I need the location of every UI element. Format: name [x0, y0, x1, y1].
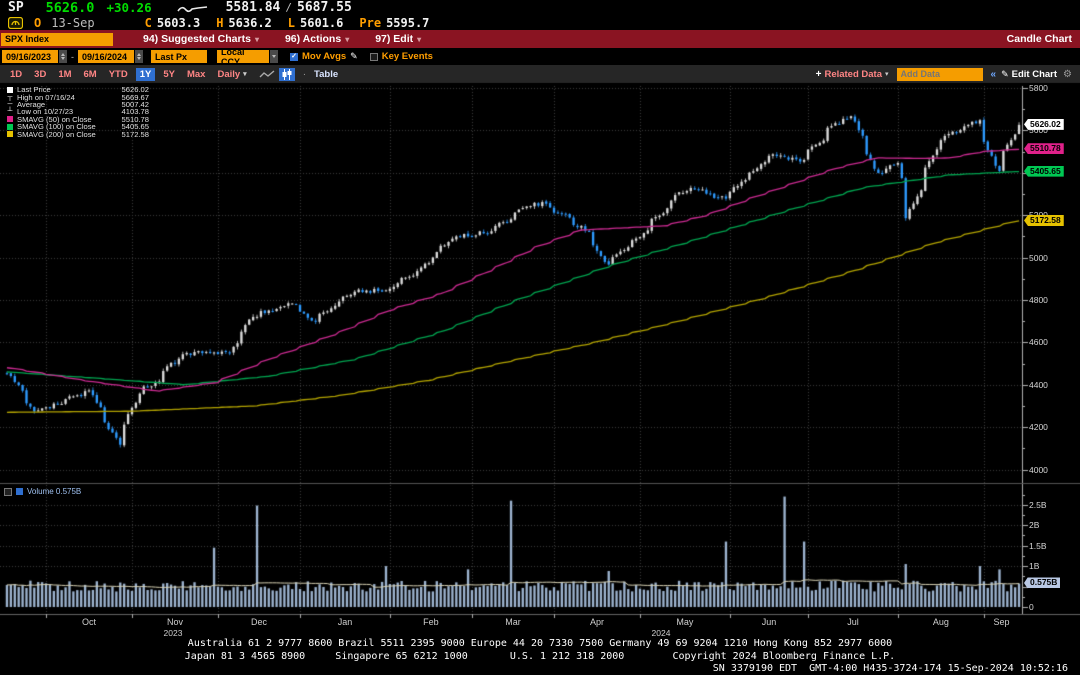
- price-tag: 5510.78: [1024, 143, 1064, 155]
- legend-low-marker-icon: ┴: [7, 108, 13, 116]
- legend-value: 4103.78: [121, 107, 149, 117]
- year-label-2023: 2023: [163, 628, 183, 638]
- month-label-aug: Aug: [932, 617, 949, 627]
- price-tag: 5172.58: [1024, 214, 1064, 226]
- price-axis-tick: 4200: [1029, 422, 1048, 433]
- month-label-mar: Mar: [505, 617, 521, 627]
- legend-label: High on 07/16/24: [17, 92, 75, 102]
- month-label-jan: Jan: [337, 617, 353, 627]
- year-label-2024: 2024: [651, 628, 671, 638]
- legend-value: 5626.02: [121, 85, 149, 95]
- month-label-feb: Feb: [423, 617, 439, 627]
- month-label-jun: Jun: [761, 617, 777, 627]
- legend-swatch-icon: [7, 86, 13, 93]
- pane-handle-icon[interactable]: [4, 487, 12, 496]
- footer-copyright-line: Japan 81 3 4565 8900 Singapore 65 6212 1…: [184, 651, 896, 662]
- volume-legend-label: Volume 0.575B: [27, 487, 82, 496]
- volume-axis-tick: 1B: [1029, 561, 1040, 572]
- legend-row: ─ Average 5007.42: [7, 99, 149, 109]
- volume-axis-tick: 1.5B: [1029, 540, 1047, 551]
- footer-contact-line: Australia 61 2 9777 8600 Brazil 5511 239…: [187, 638, 893, 649]
- month-label-sep: Sep: [993, 617, 1010, 627]
- legend-row: ┴ Low on 10/27/23 4103.78: [7, 107, 149, 117]
- volume-legend: Volume 0.575B: [4, 487, 81, 496]
- month-label-jul: Jul: [847, 617, 859, 627]
- month-label-may: May: [676, 617, 694, 627]
- price-axis-tick: 5000: [1029, 252, 1048, 263]
- legend-row: SMAVG (100) on Close 5405.65: [7, 122, 149, 132]
- volume-axis-tick: 2.5B: [1029, 499, 1047, 510]
- price-axis-tick: 4000: [1029, 464, 1048, 475]
- footer-terminal-line: SN 3379190 EDT GMT-4:00 H435-3724-174 15…: [712, 663, 1068, 674]
- chart-legend: Last Price 5626.02 ┬ High on 07/16/24 5669.6…: [7, 85, 149, 139]
- legend-value: 5669.67: [121, 92, 149, 102]
- legend-value: 5172.58: [121, 129, 149, 139]
- volume-axis-tick: 2B: [1029, 520, 1040, 531]
- price-axis-tick: 5800: [1029, 83, 1048, 93]
- legend-label: SMAVG (100) on Close: [17, 122, 96, 132]
- legend-row: Last Price 5626.02: [7, 85, 149, 95]
- month-label-apr: Apr: [589, 617, 605, 627]
- legend-swatch-icon: [7, 123, 13, 130]
- legend-avg-marker-icon: ─: [7, 100, 13, 108]
- price-axis-tick: 4400: [1029, 379, 1048, 390]
- legend-value: 5007.42: [121, 99, 149, 109]
- price-axis-tick: 4800: [1029, 294, 1048, 305]
- legend-label: Low on 10/27/23: [17, 107, 74, 117]
- volume-axis-tick: 0: [1029, 602, 1034, 612]
- volume-swatch-icon: [16, 488, 23, 495]
- price-tag: 5405.65: [1024, 165, 1064, 177]
- legend-value: 5405.65: [121, 122, 149, 132]
- price-axis-tick: 5600: [1029, 125, 1048, 136]
- volume-tag: 0.575B: [1024, 577, 1061, 589]
- month-label-oct: Oct: [81, 617, 97, 627]
- legend-label: SMAVG (200) on Close: [17, 129, 96, 139]
- price-axis-tick: 4600: [1029, 337, 1048, 348]
- legend-value: 5510.78: [121, 114, 149, 124]
- price-tag: 5626.02: [1024, 118, 1064, 130]
- legend-label: Average: [17, 99, 46, 109]
- legend-row: ┬ High on 07/16/24 5669.67: [7, 92, 149, 102]
- month-label-dec: Dec: [250, 617, 268, 627]
- legend-label: Last Price: [17, 85, 51, 95]
- legend-swatch-icon: [7, 116, 13, 123]
- legend-swatch-icon: [7, 131, 13, 138]
- legend-row: SMAVG (200) on Close 5172.58: [7, 129, 149, 139]
- legend-row: SMAVG (50) on Close 5510.78: [7, 114, 149, 124]
- legend-high-marker-icon: ┬: [7, 93, 13, 101]
- month-label-nov: Nov: [166, 617, 183, 627]
- legend-label: SMAVG (50) on Close: [17, 114, 92, 124]
